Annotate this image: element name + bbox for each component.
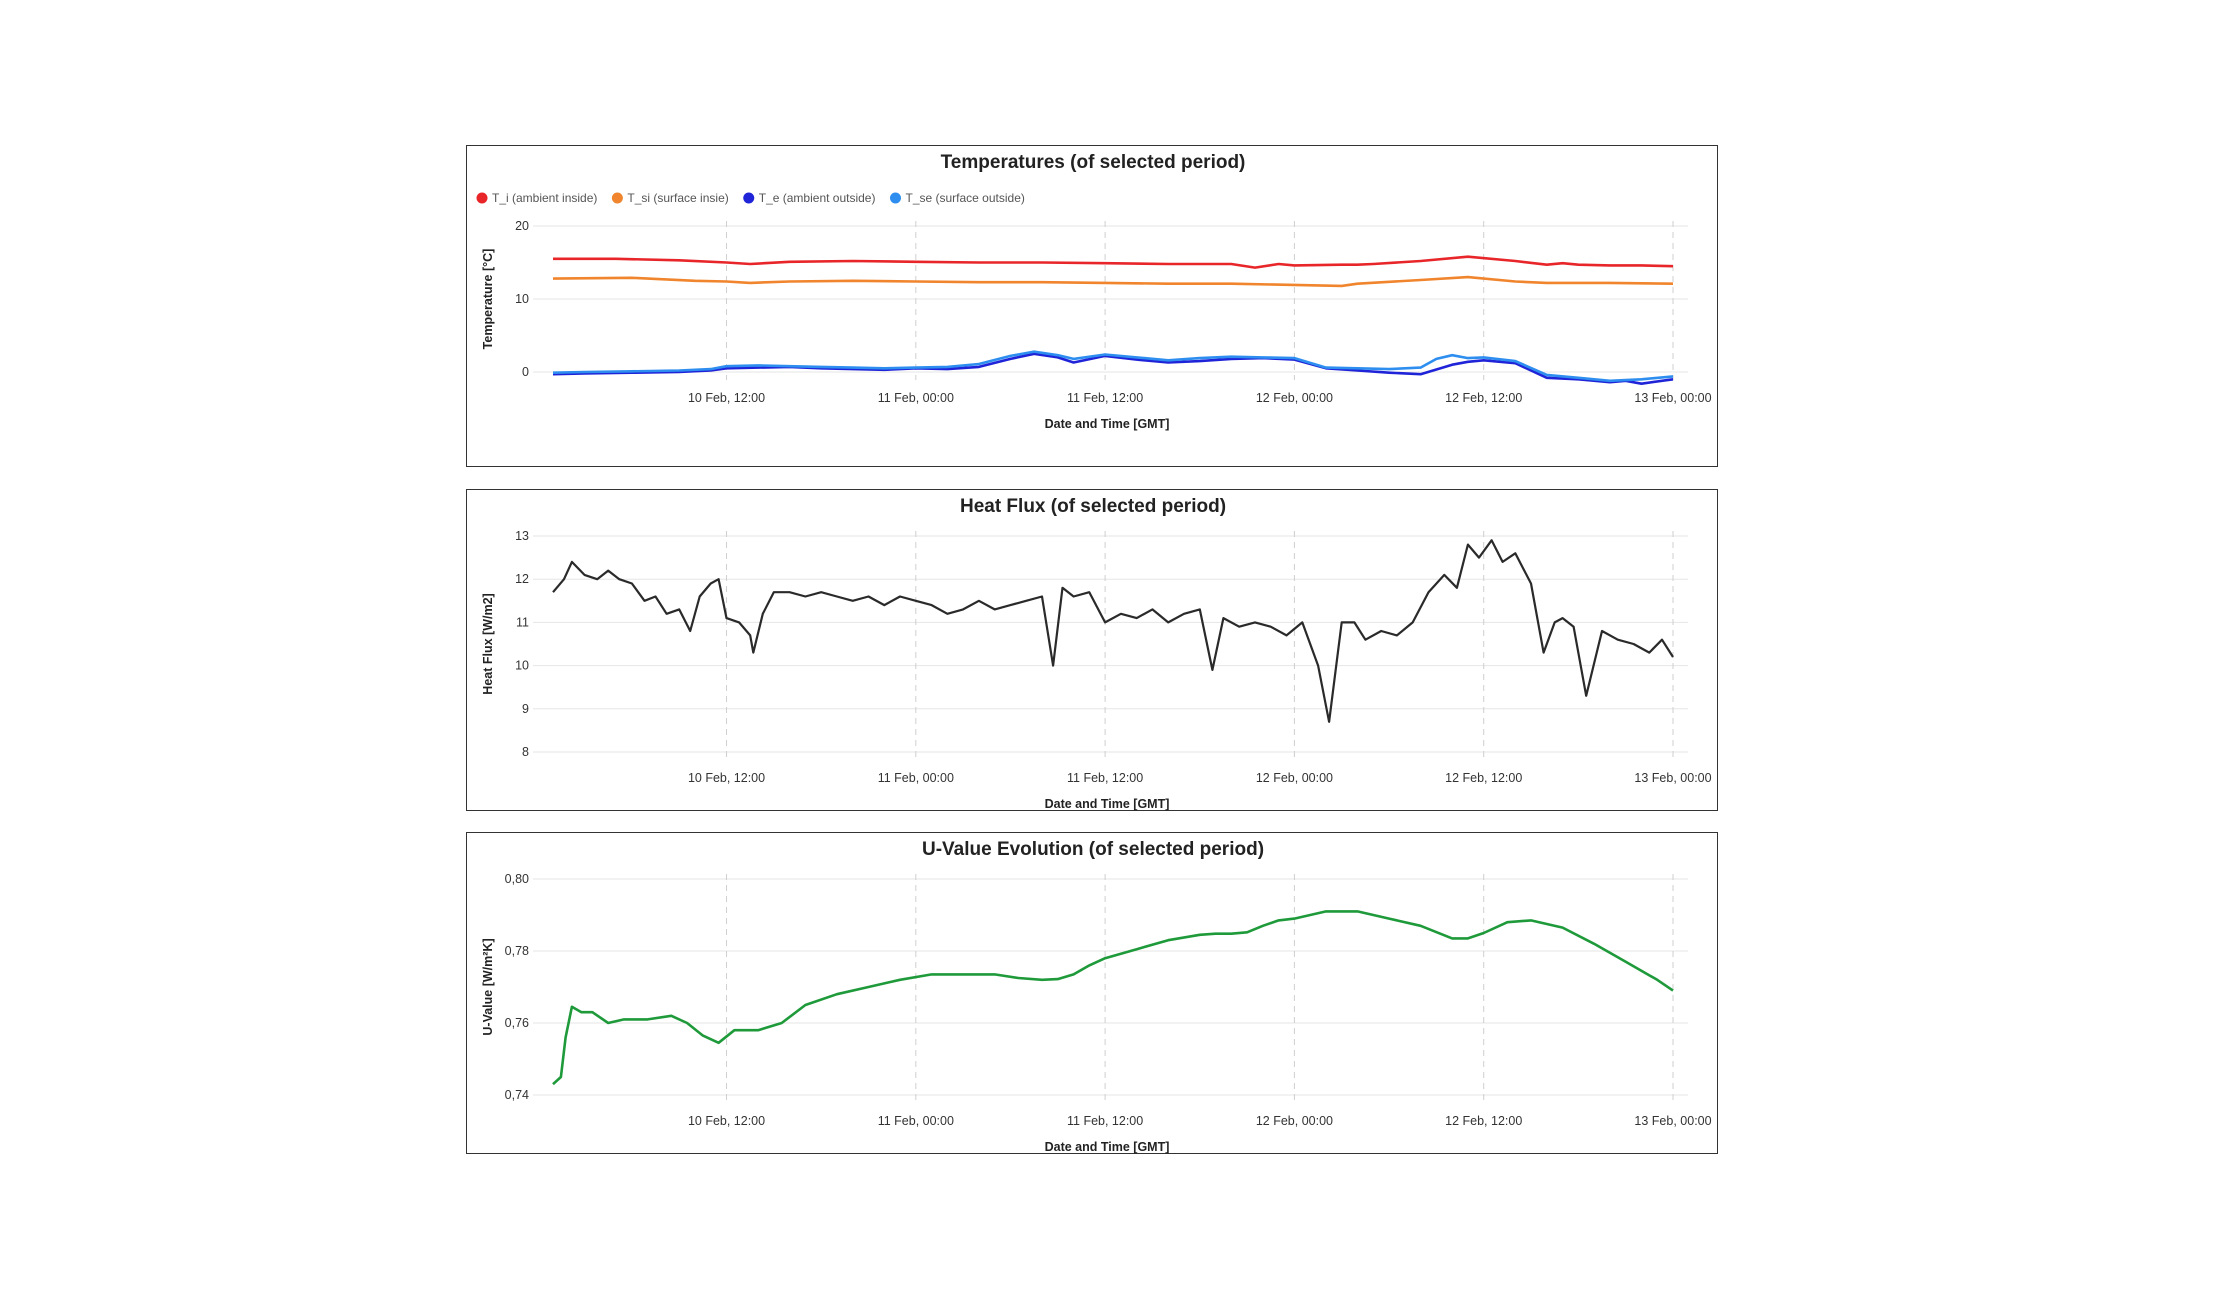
y-tick-label: 0 — [522, 365, 529, 379]
y-tick-label: 11 — [516, 615, 529, 629]
x-axis-label: Date and Time [GMT] — [1045, 1140, 1170, 1154]
series-line-0 — [552, 539, 1674, 723]
legend-marker[interactable] — [476, 192, 488, 204]
series-line-0 — [553, 255, 1674, 269]
y-tick-label: 20 — [515, 219, 529, 233]
series-line-1 — [552, 275, 1674, 288]
series-line-3 — [552, 350, 1674, 383]
legend-marker[interactable] — [889, 192, 901, 204]
x-tick-label: 12 Feb, 00:00 — [1256, 391, 1333, 405]
u-value-chart-panel: U-Value Evolution (of selected period) 0,… — [466, 832, 1718, 1154]
legend-item-label[interactable]: T_si (surface insie) — [627, 191, 728, 205]
x-tick-label: 10 Feb, 12:00 — [688, 391, 765, 405]
legend-item-label[interactable]: T_i (ambient inside) — [492, 191, 597, 205]
x-tick-label: 10 Feb, 12:00 — [688, 1114, 765, 1128]
x-tick-label: 11 Feb, 12:00 — [1067, 771, 1143, 785]
x-tick-label: 11 Feb, 00:00 — [878, 391, 954, 405]
y-axis-label: Heat Flux [W/m2] — [481, 593, 495, 694]
x-tick-label: 13 Feb, 00:00 — [1634, 391, 1711, 405]
heat-flux-chart-panel: Heat Flux (of selected period) 8 9 10 11 12 13… — [466, 489, 1718, 811]
y-tick-label: 10 — [515, 292, 529, 306]
x-tick-label: 12 Feb, 12:00 — [1445, 1114, 1522, 1128]
y-axis-label: U-Value [W/m²K] — [481, 938, 495, 1035]
y-tick-label: 10 — [515, 659, 529, 673]
x-tick-label: 12 Feb, 00:00 — [1256, 1114, 1333, 1128]
legend-item-label[interactable]: T_se (surface outside) — [905, 191, 1024, 205]
chart-title: Heat Flux (of selected period) — [960, 496, 1226, 517]
temperatures-chart: Temperatures (of selected period) 0 10 20 10… — [476, 152, 1712, 431]
y-tick-label: 0,80 — [505, 872, 529, 886]
x-tick-label: 12 Feb, 00:00 — [1256, 771, 1333, 785]
heat-flux-chart: Heat Flux (of selected period) 8 9 10 11 12 13… — [481, 496, 1712, 811]
x-axis-label: Date and Time [GMT] — [1045, 417, 1170, 431]
series-line-0 — [552, 910, 1674, 1086]
y-tick-label: 0,74 — [505, 1088, 529, 1102]
u-value-chart: U-Value Evolution (of selected period) 0,… — [481, 839, 1712, 1154]
legend-item-label[interactable]: T_e (ambient outside) — [759, 191, 876, 205]
x-tick-label: 13 Feb, 00:00 — [1634, 771, 1711, 785]
y-tick-label: 12 — [515, 572, 529, 586]
x-axis-label: Date and Time [GMT] — [1045, 797, 1170, 811]
legend-marker[interactable] — [743, 192, 755, 204]
y-tick-label: 0,78 — [505, 944, 529, 958]
y-tick-label: 13 — [515, 529, 529, 543]
y-tick-label: 9 — [522, 702, 529, 716]
x-tick-label: 11 Feb, 12:00 — [1067, 391, 1143, 405]
x-tick-label: 11 Feb, 00:00 — [878, 1114, 954, 1128]
chart-title: U-Value Evolution (of selected period) — [922, 839, 1264, 860]
legend-marker[interactable] — [611, 192, 623, 204]
x-tick-label: 12 Feb, 12:00 — [1445, 771, 1522, 785]
y-axis-label: Temperature [°C] — [481, 249, 495, 350]
series-line-2 — [552, 352, 1674, 385]
y-tick-label: 0,76 — [505, 1016, 529, 1030]
chart-title: Temperatures (of selected period) — [941, 152, 1246, 173]
x-tick-label: 11 Feb, 12:00 — [1067, 1114, 1143, 1128]
y-tick-label: 8 — [522, 745, 529, 759]
x-tick-label: 11 Feb, 00:00 — [878, 771, 954, 785]
x-tick-label: 12 Feb, 12:00 — [1445, 391, 1522, 405]
temperatures-chart-panel: Temperatures (of selected period) 0 10 20 10… — [466, 145, 1718, 467]
x-tick-label: 13 Feb, 00:00 — [1634, 1114, 1711, 1128]
x-tick-label: 10 Feb, 12:00 — [688, 771, 765, 785]
